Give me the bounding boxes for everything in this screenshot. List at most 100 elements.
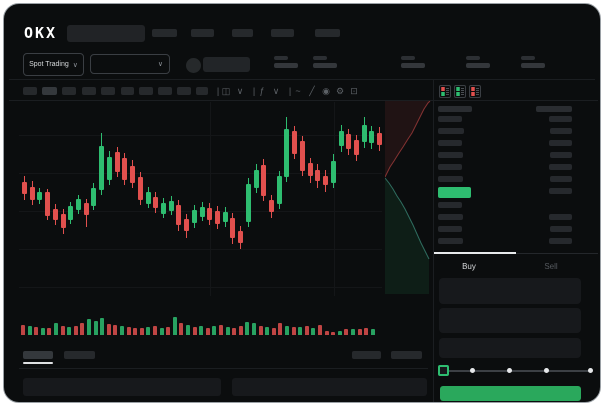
ask-amount-placeholder[interactable] bbox=[550, 176, 572, 182]
ask-price-placeholder[interactable] bbox=[438, 128, 464, 134]
timeframe-button[interactable] bbox=[139, 87, 153, 95]
candle-body bbox=[114, 152, 120, 172]
book-combined-icon[interactable] bbox=[439, 85, 451, 98]
nav-item[interactable] bbox=[271, 29, 294, 37]
volume-bar bbox=[324, 331, 329, 335]
line-tool-icon[interactable]: ~ bbox=[295, 86, 301, 96]
stat-label-placeholder bbox=[274, 56, 288, 60]
amount-slider-track[interactable] bbox=[442, 370, 592, 372]
timeframe-button[interactable] bbox=[62, 87, 76, 95]
chevron-down-icon[interactable]: ∨ bbox=[236, 86, 244, 96]
slider-stop[interactable] bbox=[544, 368, 549, 373]
timeframe-button[interactable] bbox=[158, 87, 172, 95]
timeframe-button[interactable] bbox=[82, 87, 96, 95]
ask-amount-placeholder[interactable] bbox=[550, 128, 572, 134]
ask-price-placeholder[interactable] bbox=[438, 116, 462, 122]
timeframe-button[interactable] bbox=[42, 87, 57, 95]
bid-amount-placeholder[interactable] bbox=[549, 238, 572, 244]
volume-bar bbox=[344, 329, 349, 335]
search-input[interactable] bbox=[67, 25, 145, 42]
volume-bar bbox=[60, 326, 65, 335]
nav-item[interactable] bbox=[152, 29, 177, 37]
volume-bar bbox=[139, 328, 144, 335]
bid-price-placeholder[interactable] bbox=[438, 214, 463, 220]
volume-bar bbox=[357, 329, 362, 335]
candle-style-icon[interactable]: ◫ bbox=[221, 86, 231, 96]
orderbook-header-placeholder bbox=[438, 106, 472, 112]
ask-amount-placeholder[interactable] bbox=[549, 140, 572, 146]
volume-bar bbox=[146, 327, 151, 335]
draw-tool-icon[interactable]: ╱ bbox=[309, 86, 315, 96]
slider-stop[interactable] bbox=[470, 368, 475, 373]
nav-item[interactable] bbox=[232, 29, 253, 37]
timeframe-button[interactable] bbox=[196, 87, 208, 95]
buy-button[interactable] bbox=[440, 386, 581, 401]
amount-slider-handle[interactable] bbox=[438, 365, 449, 376]
orders-action[interactable] bbox=[352, 351, 381, 359]
gridline bbox=[19, 135, 382, 136]
orders-action[interactable] bbox=[391, 351, 422, 359]
bid-price-placeholder[interactable] bbox=[438, 226, 462, 232]
market-type-dropdown[interactable]: Spot Trading ∨ bbox=[23, 53, 84, 76]
slider-stop[interactable] bbox=[507, 368, 512, 373]
orders-row-placeholder bbox=[23, 378, 221, 396]
bid-price-placeholder[interactable] bbox=[438, 238, 463, 244]
book-asks-icon[interactable] bbox=[469, 85, 481, 98]
timeframe-button[interactable] bbox=[23, 87, 37, 95]
candle-body bbox=[346, 134, 352, 149]
order-input[interactable] bbox=[439, 308, 581, 333]
candle-body bbox=[199, 207, 205, 217]
volume-bar bbox=[252, 323, 256, 335]
last-price-badge[interactable] bbox=[438, 187, 471, 198]
timeframe-button[interactable] bbox=[101, 87, 115, 95]
slider-stop[interactable] bbox=[588, 368, 593, 373]
candle-body bbox=[245, 184, 251, 222]
orders-tab[interactable] bbox=[23, 351, 53, 359]
order-input[interactable] bbox=[439, 278, 581, 304]
candle-body bbox=[338, 131, 344, 146]
tab-sell[interactable]: Sell bbox=[544, 262, 558, 271]
gridline bbox=[210, 102, 211, 296]
ask-amount-placeholder[interactable] bbox=[549, 116, 572, 122]
candle-body bbox=[91, 188, 97, 206]
bid-amount-placeholder[interactable] bbox=[549, 214, 572, 220]
candle-body bbox=[292, 131, 298, 154]
volume-bar bbox=[100, 318, 105, 335]
candle-body bbox=[122, 158, 128, 180]
chevron-down-icon[interactable]: ∨ bbox=[272, 86, 280, 96]
ask-amount-placeholder[interactable] bbox=[550, 152, 572, 158]
ask-price-placeholder[interactable] bbox=[438, 152, 463, 158]
pair-selector-dropdown[interactable]: ∨ bbox=[90, 54, 170, 74]
settings-icon[interactable]: ⚙ bbox=[335, 86, 345, 96]
volume-bar bbox=[245, 322, 250, 335]
bid-amount-placeholder[interactable] bbox=[550, 226, 572, 232]
candle-body bbox=[184, 219, 190, 231]
fullscreen-icon[interactable]: ⊡ bbox=[350, 86, 358, 96]
timeframe-button[interactable] bbox=[121, 87, 134, 95]
nav-item[interactable] bbox=[315, 29, 340, 37]
ask-price-placeholder[interactable] bbox=[438, 176, 463, 182]
pair-avatar[interactable] bbox=[186, 58, 201, 73]
ask-price-placeholder[interactable] bbox=[438, 140, 462, 146]
ask-price-placeholder[interactable] bbox=[438, 164, 462, 170]
volume-bar bbox=[172, 317, 177, 335]
camera-icon[interactable]: ◉ bbox=[322, 86, 330, 96]
volume-bar bbox=[364, 328, 369, 335]
volume-bar bbox=[27, 326, 32, 335]
volume-bar bbox=[291, 327, 296, 335]
book-bids-icon[interactable] bbox=[454, 85, 466, 98]
timeframe-button[interactable] bbox=[177, 87, 191, 95]
bid-price-placeholder[interactable] bbox=[438, 202, 462, 208]
order-input[interactable] bbox=[439, 338, 581, 358]
indicators-icon[interactable]: ƒ bbox=[259, 86, 265, 96]
ask-amount-placeholder[interactable] bbox=[549, 164, 572, 170]
volume-bar bbox=[285, 326, 289, 335]
volume-bar bbox=[80, 323, 85, 335]
volume-bar bbox=[34, 327, 39, 335]
nav-item[interactable] bbox=[191, 29, 214, 37]
tab-buy[interactable]: Buy bbox=[462, 262, 476, 271]
okx-logo: OKX bbox=[24, 24, 58, 42]
orders-tab[interactable] bbox=[64, 351, 95, 359]
candle-body bbox=[45, 192, 51, 216]
